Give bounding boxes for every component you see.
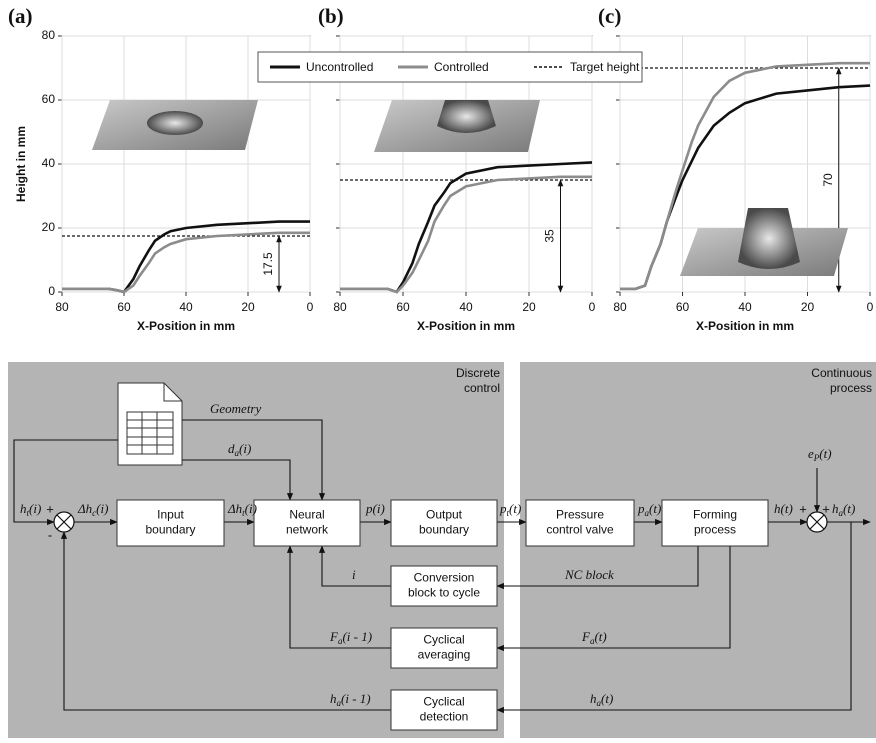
signal-main: i <box>352 567 356 582</box>
figure: (a) 0 20 40 60 80 80 60 40 20 0 X-Position in mm Hei… <box>0 0 876 738</box>
signal-label: pa(t) <box>637 501 661 518</box>
signal-label: Fa(i - 1) <box>329 629 372 646</box>
block-label: boundary <box>419 523 469 537</box>
sign: + <box>799 501 807 516</box>
block-label: averaging <box>418 648 471 662</box>
legend-label: Target height <box>570 60 640 74</box>
x-tick-label: 0 <box>589 300 596 314</box>
signal-label: ha(i - 1) <box>330 691 371 708</box>
x-tick-label: 20 <box>241 300 255 314</box>
signal-tail: (t) <box>594 629 606 644</box>
signal-label: da(i) <box>228 441 251 458</box>
block-label: Forming <box>693 508 737 522</box>
block-label: Output <box>426 508 463 522</box>
x-tick-label: 60 <box>117 300 131 314</box>
x-tick-label: 20 <box>522 300 536 314</box>
signal-label: h(t) <box>774 501 793 516</box>
signal-main: NC block <box>564 567 614 582</box>
legend: Uncontrolled Controlled Target height <box>258 52 642 82</box>
y-axis-label: Height in mm <box>14 126 28 202</box>
block-label: Conversion <box>414 571 475 585</box>
signal-tail: (i) <box>245 501 257 516</box>
signal-main: Geometry <box>210 401 261 416</box>
sign: + <box>46 501 54 516</box>
signal-label: pt(t) <box>499 501 521 518</box>
signal-main: h(t) <box>774 501 793 516</box>
signal-label: ht(i) <box>20 501 41 518</box>
block-label: Pressure <box>556 508 604 522</box>
signal-label: Fa(t) <box>581 629 607 646</box>
block-label: control valve <box>546 523 614 537</box>
region-label: process <box>830 381 872 395</box>
panel-label: (b) <box>318 4 344 28</box>
legend-label: Uncontrolled <box>306 60 373 74</box>
sign: + <box>822 501 830 516</box>
block-label: Neural <box>289 508 324 522</box>
y-tick-label: 40 <box>42 156 56 170</box>
x-tick-label: 80 <box>613 300 627 314</box>
signal-main: Δh <box>77 501 92 516</box>
x-tick-label: 20 <box>801 300 815 314</box>
x-axis-label: X-Position in mm <box>137 319 235 333</box>
x-axis-label: X-Position in mm <box>417 319 515 333</box>
signal-tail: (t) <box>819 446 831 461</box>
block-label: detection <box>420 710 469 724</box>
region-label: Continuous <box>811 366 872 380</box>
page: {"chart_data":[ {"type":"line","panel":"… <box>0 0 876 743</box>
y-tick-label: 60 <box>42 92 56 106</box>
x-tick-label: 40 <box>459 300 473 314</box>
legend-label: Controlled <box>434 60 489 74</box>
region-label: Discrete <box>456 366 500 380</box>
signal-label: eP(t) <box>808 446 832 463</box>
signal-main: Δh <box>227 501 242 516</box>
document-icon <box>118 383 182 465</box>
signal-tail: (i - 1) <box>341 691 371 706</box>
signal-tail: (t) <box>509 501 521 516</box>
signal-label: NC block <box>564 567 614 582</box>
panel-label: (a) <box>8 4 33 28</box>
signal-label: i <box>352 567 356 582</box>
block-label: Cyclical <box>423 695 464 709</box>
signal-label: ha(t) <box>590 691 613 708</box>
region-label: control <box>464 381 500 395</box>
x-tick-label: 80 <box>333 300 347 314</box>
sign: - <box>48 527 52 542</box>
x-tick-label: 0 <box>867 300 874 314</box>
y-tick-label: 80 <box>42 28 56 42</box>
signal-label: Δht(i) <box>227 501 257 518</box>
x-axis-label: X-Position in mm <box>696 319 794 333</box>
panel-label: (c) <box>598 4 621 28</box>
signal-label: ha(t) <box>832 501 855 518</box>
signal-tail: (i) <box>96 501 108 516</box>
x-tick-label: 60 <box>396 300 410 314</box>
block-label: Cyclical <box>423 633 464 647</box>
signal-tail: (i - 1) <box>342 629 372 644</box>
signal-tail: (t) <box>843 501 855 516</box>
y-tick-label: 0 <box>48 284 55 298</box>
signal-label: Geometry <box>210 401 261 416</box>
target-label: 70 <box>821 173 835 187</box>
signal-label: p(i) <box>365 501 385 516</box>
signal-main: p(i) <box>365 501 385 516</box>
block-label: network <box>286 523 329 537</box>
signal-tail: (t) <box>601 691 613 706</box>
x-tick-label: 40 <box>179 300 193 314</box>
y-tick-label: 20 <box>42 220 56 234</box>
signal-tail: (i) <box>239 441 251 456</box>
signal-tail: (t) <box>649 501 661 516</box>
block-label: boundary <box>145 523 195 537</box>
x-tick-label: 40 <box>738 300 752 314</box>
target-label: 35 <box>543 229 557 243</box>
x-tick-label: 60 <box>676 300 690 314</box>
region <box>8 362 504 738</box>
diagram: DiscretecontrolContinuousprocessInputbou… <box>8 362 876 738</box>
block-label: process <box>694 523 736 537</box>
signal-tail: (i) <box>29 501 41 516</box>
block-label: Input <box>157 508 184 522</box>
block-label: block to cycle <box>408 586 480 600</box>
x-tick-label: 80 <box>55 300 69 314</box>
target-label: 17.5 <box>261 252 275 276</box>
x-tick-label: 0 <box>307 300 314 314</box>
